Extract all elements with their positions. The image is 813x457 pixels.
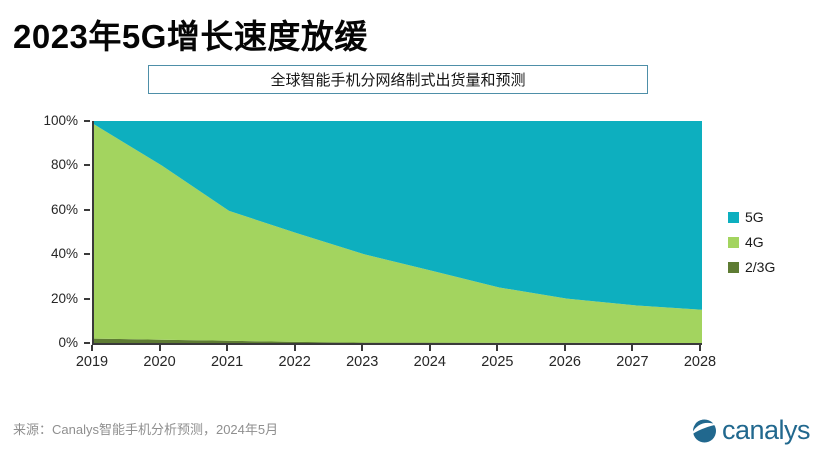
y-axis-tick xyxy=(84,164,90,167)
stacked-area-plot xyxy=(92,121,702,345)
legend-swatch xyxy=(728,211,739,223)
chart-title: 全球智能手机分网络制式出货量和预测 xyxy=(270,72,526,89)
x-axis-tick xyxy=(631,345,634,351)
y-axis-label: 20% xyxy=(50,290,78,306)
y-axis-label: 80% xyxy=(50,157,78,173)
y-axis-tick xyxy=(84,208,90,211)
y-axis-tick xyxy=(84,253,90,256)
y-axis-label: 60% xyxy=(50,201,78,217)
x-axis-label: 2022 xyxy=(278,354,311,370)
legend-swatch xyxy=(728,261,739,273)
x-axis-tick xyxy=(428,345,431,351)
x-axis-label: 2021 xyxy=(210,354,244,370)
canalys-logo-icon xyxy=(692,419,717,442)
legend-label: 4G xyxy=(745,234,764,250)
y-axis-tick xyxy=(84,297,90,300)
x-axis-tick xyxy=(158,345,161,351)
x-axis-tick xyxy=(91,345,93,351)
source-note: 来源：Canalys智能手机分析预测，2024年5月 xyxy=(13,422,279,437)
area-series-4G xyxy=(94,124,702,343)
x-axis-tick xyxy=(226,345,229,351)
x-axis-label: 2028 xyxy=(683,354,717,370)
legend-label: 5G xyxy=(745,209,764,225)
x-axis-label: 2025 xyxy=(481,354,514,370)
chart-title-box: 全球智能手机分网络制式出货量和预测 xyxy=(148,65,648,94)
x-axis-label: 2026 xyxy=(548,354,581,370)
x-axis-tick xyxy=(563,345,566,351)
x-axis-tick xyxy=(699,345,701,351)
y-axis-tick xyxy=(84,120,90,122)
x-axis-label: 2024 xyxy=(413,354,446,370)
legend-label: 2/3G xyxy=(745,259,776,275)
x-axis-label: 2019 xyxy=(75,354,109,370)
area-series-5G xyxy=(94,121,702,310)
legend-item: 5G xyxy=(728,209,775,225)
x-axis-label: 2027 xyxy=(616,354,649,370)
x-axis-tick xyxy=(293,345,296,351)
canalys-logo: canalys xyxy=(692,413,811,447)
area-series-2-3G xyxy=(94,338,702,343)
legend-swatch xyxy=(728,236,739,248)
chart-legend: 5G 4G 2/3G xyxy=(728,209,775,284)
x-axis-label: 2023 xyxy=(346,354,379,370)
y-axis-label: 40% xyxy=(50,246,78,262)
x-axis-label: 2020 xyxy=(143,354,176,370)
y-axis-label: 100% xyxy=(43,113,78,128)
page-title: 2023年5G增长速度放缓 xyxy=(13,18,368,55)
legend-item: 4G xyxy=(728,234,775,250)
x-axis-tick xyxy=(496,345,499,351)
y-axis-tick xyxy=(84,342,90,344)
canalys-logo-text: canalys xyxy=(722,414,811,445)
legend-item: 2/3G xyxy=(728,259,775,275)
x-axis-tick xyxy=(361,345,364,351)
y-axis-label: 0% xyxy=(58,335,78,350)
area-series-canvas xyxy=(94,121,702,343)
